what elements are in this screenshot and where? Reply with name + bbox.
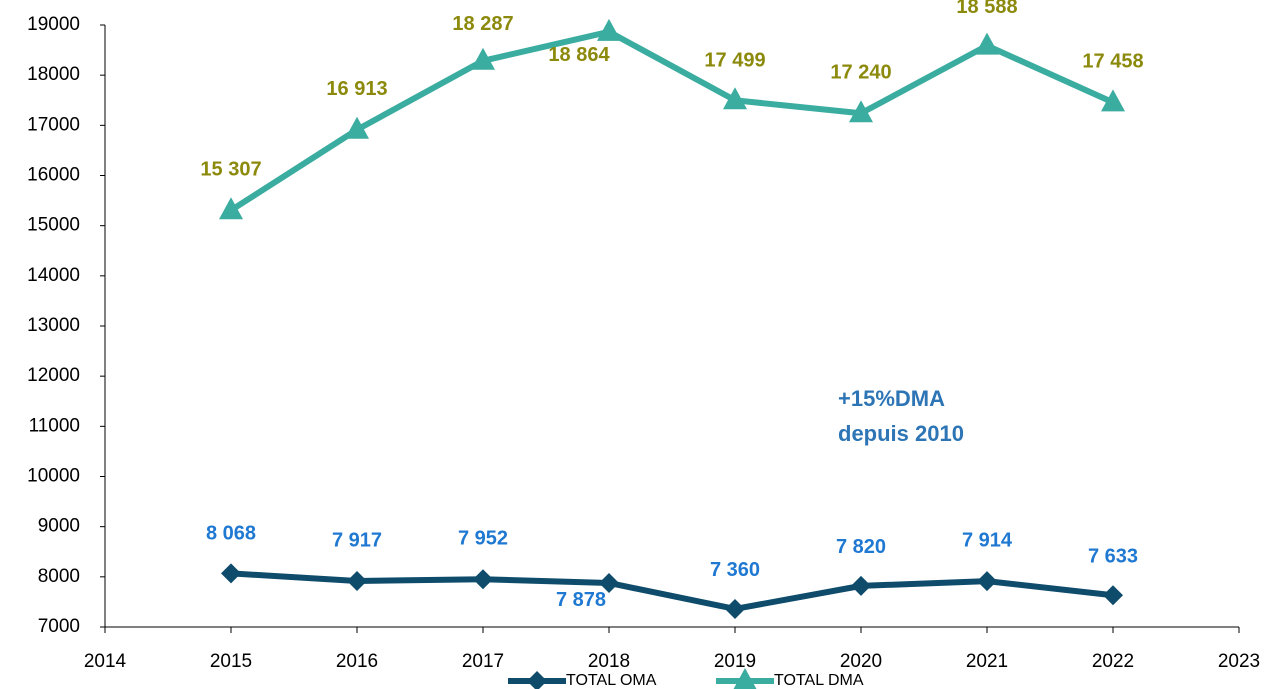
- point: [473, 569, 493, 590]
- y-tick-label: 14000: [27, 265, 80, 286]
- x-tick-label: 2019: [714, 651, 756, 672]
- point: [977, 571, 997, 592]
- point: [723, 87, 747, 110]
- annotation: +15%DMA: [838, 386, 945, 411]
- x-tick-label: 2020: [840, 651, 882, 672]
- point: [219, 197, 243, 220]
- y-tick-label: 16000: [27, 165, 80, 186]
- series-line: [229, 28, 1115, 213]
- data-label: 18 287: [452, 13, 513, 35]
- data-label: 7 917: [332, 529, 382, 551]
- data-label: 7 914: [962, 529, 1013, 551]
- data-label: 18 588: [956, 0, 1017, 18]
- data-label: 7 820: [836, 536, 886, 558]
- point: [1103, 585, 1123, 606]
- point: [725, 598, 745, 619]
- legend-marker: [733, 668, 757, 689]
- data-label: 16 913: [326, 78, 387, 100]
- x-tick-label: 2023: [1218, 651, 1260, 672]
- x-tick-label: 2015: [210, 651, 252, 672]
- y-tick-label: 12000: [27, 365, 80, 386]
- point: [851, 575, 871, 596]
- y-tick-label: 13000: [27, 315, 80, 336]
- data-label: 18 864: [548, 44, 610, 66]
- data-label: 8 068: [206, 523, 256, 545]
- data-label: 17 458: [1082, 51, 1143, 73]
- annotation: depuis 2010: [838, 421, 964, 446]
- y-tick-label: 8000: [38, 566, 80, 587]
- point: [849, 100, 873, 123]
- x-tick-label: 2017: [462, 651, 504, 672]
- x-tick-label: 2018: [588, 651, 630, 672]
- y-tick-label: 11000: [29, 415, 80, 436]
- legend-label: TOTAL DMA: [774, 672, 864, 689]
- y-tick-label: 19000: [27, 14, 80, 35]
- point: [347, 570, 367, 591]
- x-tick-label: 2016: [336, 651, 378, 672]
- data-label: 7 878: [556, 589, 606, 611]
- point: [597, 18, 621, 41]
- x-tick-label: 2014: [84, 651, 127, 672]
- y-tick-label: 10000: [27, 466, 80, 487]
- y-tick-label: 15000: [27, 215, 80, 236]
- y-tick-label: 7000: [38, 616, 80, 637]
- point: [1101, 89, 1125, 112]
- data-label: 7 633: [1088, 546, 1138, 568]
- data-label: 7 952: [458, 528, 508, 550]
- point: [471, 47, 495, 70]
- data-label: 15 307: [200, 159, 261, 181]
- y-tick-label: 18000: [27, 64, 80, 85]
- point: [975, 32, 999, 55]
- data-label: 17 499: [704, 50, 765, 72]
- legend-label: TOTAL OMA: [566, 672, 657, 689]
- x-tick-label: 2022: [1092, 651, 1134, 672]
- point: [599, 572, 619, 593]
- y-tick-label: 9000: [38, 516, 80, 537]
- point: [345, 116, 369, 139]
- data-label: 7 360: [710, 559, 760, 581]
- data-label: 17 240: [830, 62, 891, 84]
- x-tick-label: 2021: [966, 651, 1008, 672]
- point: [221, 563, 241, 584]
- series-line: [230, 570, 1114, 612]
- y-tick-label: 17000: [27, 114, 80, 135]
- legend-marker: [527, 671, 547, 689]
